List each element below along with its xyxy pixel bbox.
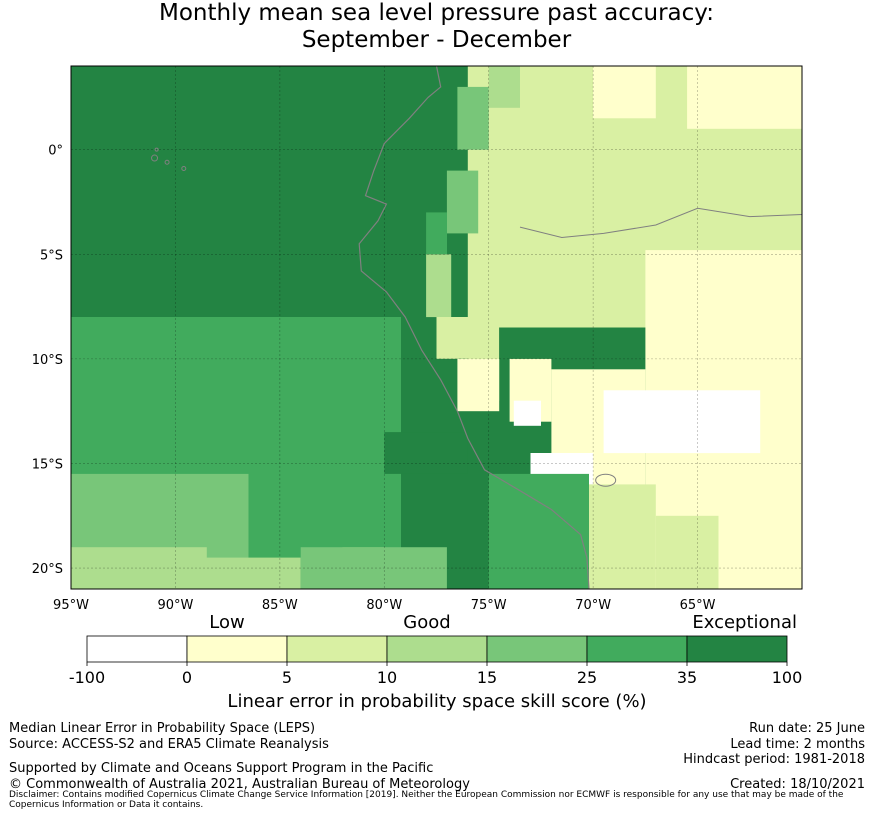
latitude-tick-label: 20°S [32, 562, 63, 577]
map-axis-ticks: 95°W 90°W 85°W 80°W 75°W 70°W 65°W 0° 5°S 10°S 15°… [32, 144, 716, 613]
galapagos-island [151, 154, 159, 162]
lake-titicaca [595, 473, 617, 487]
skill-region [513, 400, 541, 426]
colorbar-label: Linear error in probability space skill … [227, 691, 646, 712]
skill-region [655, 515, 719, 589]
longitude-tick-label: 65°W [680, 598, 716, 613]
colorbar-swatch [386, 635, 488, 663]
colorbar-tick-label: 100 [772, 668, 803, 687]
skill-region [603, 390, 761, 454]
footer-disclaimer: Disclaimer: Contains modified Copernicus… [9, 790, 844, 810]
colorbar-swatch [586, 635, 688, 663]
footer-method: Median Linear Error in Probability Space… [9, 721, 316, 736]
skill-region [488, 473, 589, 589]
colorbar-swatch [486, 635, 588, 663]
colorbar-swatch [86, 635, 188, 663]
latitude-tick-label: 15°S [32, 457, 63, 472]
colorbar-swatch [186, 635, 288, 663]
footer-copyright: © Commonwealth of Australia 2021, Austra… [9, 777, 470, 792]
river-path [519, 207, 803, 239]
colorbar-tick-label: -100 [69, 668, 105, 687]
latitude-tick-label: 5°S [40, 248, 63, 263]
longitude-tick-label: 85°W [262, 598, 298, 613]
galapagos-island [181, 166, 187, 172]
map-area: 95°W 90°W 85°W 80°W 75°W 70°W 65°W 0° 5°S 10°S 15°… [32, 65, 803, 613]
colorbar-tick-label: 10 [377, 668, 397, 687]
colorbar-swatch [686, 635, 788, 663]
footer-hindcast: Hindcast period: 1981-2018 [683, 752, 865, 767]
map-title-line-2: September - December [301, 27, 572, 53]
skill-region [687, 66, 802, 129]
longitude-tick-label: 80°W [366, 598, 402, 613]
colorbar-swatch [286, 635, 388, 663]
colorbar-tick-label: 15 [477, 668, 497, 687]
colorbar-category-label: Low [209, 612, 244, 633]
skill-grid [71, 66, 802, 589]
skill-region [457, 358, 500, 412]
colorbar-category-label: Exceptional [692, 612, 797, 633]
coastline [151, 65, 803, 590]
skill-region [593, 66, 656, 119]
map-frame [70, 65, 803, 590]
colorbar-category-label: Good [403, 612, 450, 633]
longitude-tick-label: 90°W [157, 598, 193, 613]
footer-run-date: Run date: 25 June [749, 721, 865, 736]
longitude-tick-label: 95°W [53, 598, 89, 613]
colorbar: Low Good Exceptional -100 0 5 10 15 25 35 100 Lin… [69, 612, 803, 712]
latitude-tick-label: 10°S [32, 353, 63, 368]
skill-region [436, 317, 472, 359]
footer-support: Supported by Climate and Oceans Support … [9, 761, 434, 776]
skill-region [175, 557, 301, 589]
skill-region [384, 432, 468, 474]
footer-lead-time: Lead time: 2 months [730, 737, 865, 752]
coastline-path [358, 65, 590, 590]
footer-source: Source: ACCESS-S2 and ERA5 Climate Reana… [9, 737, 329, 752]
galapagos-island [164, 159, 170, 165]
skill-region [342, 547, 447, 589]
skill-region [426, 254, 452, 318]
footer-created: Created: 18/10/2021 [730, 777, 865, 792]
skill-region [426, 212, 447, 255]
colorbar-tick-label: 5 [282, 668, 292, 687]
colorbar-tick-label: 0 [182, 668, 192, 687]
skill-region [488, 66, 520, 108]
latitude-tick-label: 0° [48, 144, 63, 159]
longitude-tick-label: 75°W [471, 598, 507, 613]
colorbar-tick-label: 25 [577, 668, 597, 687]
skill-region [446, 170, 479, 234]
longitude-tick-label: 70°W [575, 598, 611, 613]
colorbar-tick-label: 35 [677, 668, 697, 687]
skill-region [457, 86, 489, 150]
map-title-line-1: Monthly mean sea level pressure past acc… [159, 0, 714, 26]
galapagos-island [154, 147, 159, 152]
